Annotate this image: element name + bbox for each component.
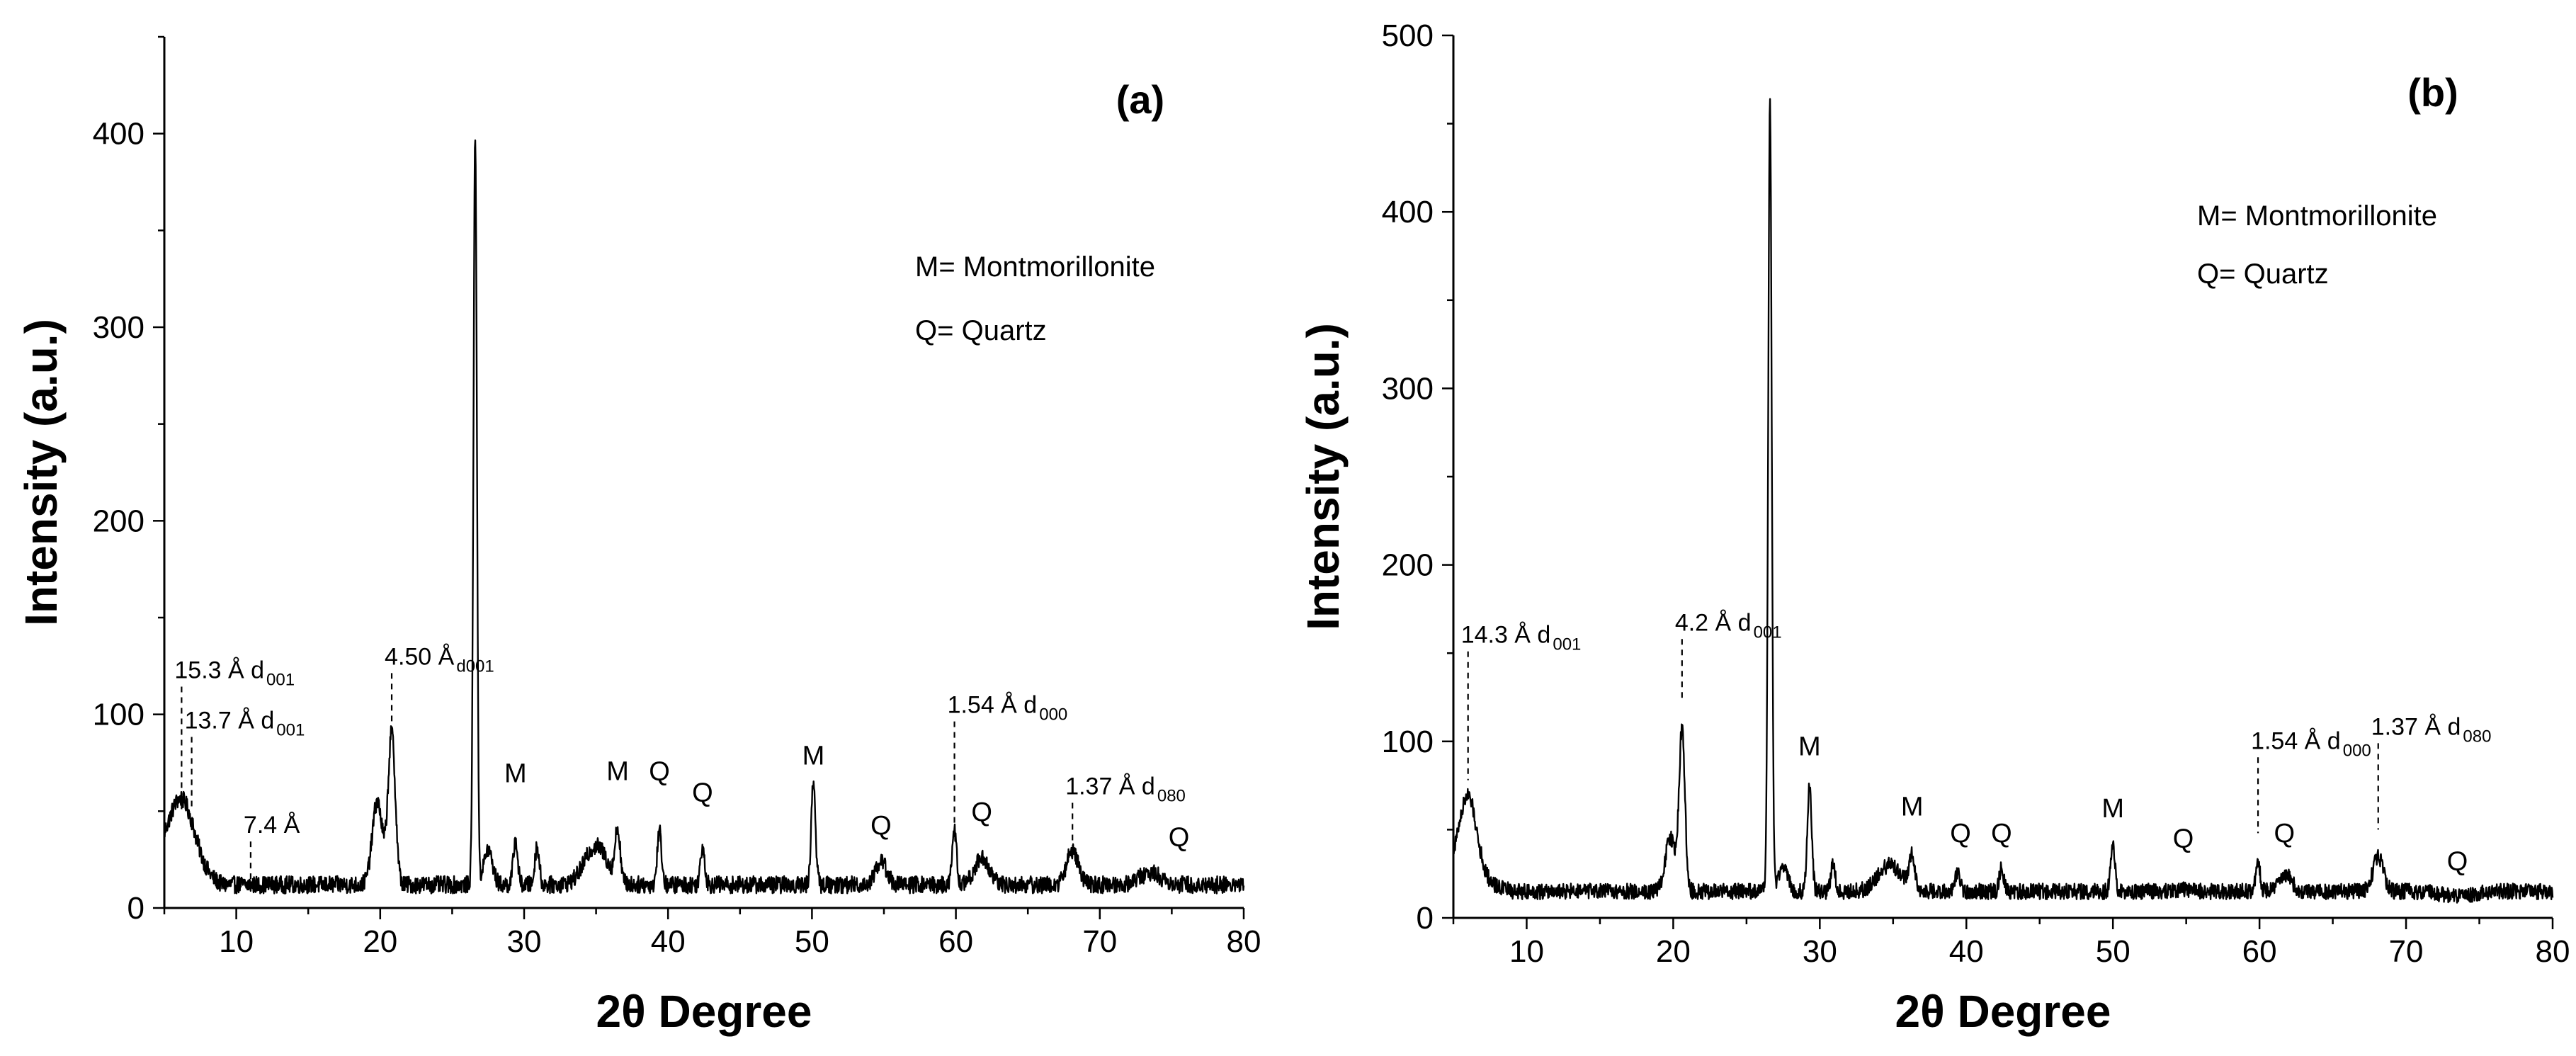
peak-annotation: 7.4 Å xyxy=(244,812,300,839)
annotation-main: 14.3 Å d xyxy=(1461,622,1551,649)
phase-label: Q xyxy=(692,778,713,808)
x-tick-label: 50 xyxy=(2096,934,2130,969)
x-tick-label: 70 xyxy=(2389,934,2424,969)
peak-annotation: 13.7 Å d 001 xyxy=(185,708,305,740)
phase-label: Q xyxy=(971,797,992,827)
phase-label: Q xyxy=(1950,819,1971,848)
y-tick-label: 200 xyxy=(1382,548,1434,583)
x-axis-title: 2θ Degree xyxy=(596,986,812,1037)
annotation-subscript: 080 xyxy=(2463,727,2491,746)
peak-annotation: 15.3 Å d 001 xyxy=(174,657,295,689)
xrd-pattern-line xyxy=(1452,98,2554,904)
annotation-main: 15.3 Å d xyxy=(174,657,264,683)
phase-label: Q xyxy=(2447,847,2468,877)
peak-annotation: 1.54 Å d 000 xyxy=(948,692,1068,725)
y-tick-label: 0 xyxy=(127,891,144,926)
phase-label: M xyxy=(606,757,629,787)
annotation-subscript: d001 xyxy=(456,657,494,676)
phase-label: M xyxy=(504,759,527,788)
y-tick-label: 400 xyxy=(93,117,144,152)
annotation-main: 7.4 Å xyxy=(244,812,300,839)
phase-label: Q xyxy=(1169,823,1190,853)
xrd-pattern-line xyxy=(163,139,1245,895)
peak-annotation: 1.37 Å d 080 xyxy=(1065,773,1186,805)
legend-entry: M= Montmorillonite xyxy=(2197,200,2437,232)
y-axis-title: Intensity (a.u.) xyxy=(1298,323,1349,630)
x-tick-label: 70 xyxy=(1082,924,1117,959)
y-axis-title: Intensity (a.u.) xyxy=(16,319,67,626)
annotation-main: 1.54 Å d xyxy=(948,692,1038,719)
annotation-main: 4.2 Å d xyxy=(1675,609,1752,636)
x-tick-label: 20 xyxy=(363,924,397,959)
y-tick-label: 100 xyxy=(1382,725,1434,759)
annotation-subscript: 001 xyxy=(276,721,305,740)
phase-label: Q xyxy=(2274,819,2296,848)
panel-a-chart: 10 20 30 40 50 60 70 80 0 100 200 300 400 2θ Degree In… xyxy=(16,35,1261,1037)
panel-label: (a) xyxy=(1116,77,1164,122)
x-tick-label: 80 xyxy=(1227,924,1261,959)
panel-label: (b) xyxy=(2407,70,2458,115)
x-tick-label: 30 xyxy=(1803,934,1837,969)
peak-annotation: 14.3 Å d 001 xyxy=(1461,622,1582,654)
legend-entry: Q= Quartz xyxy=(915,315,1047,346)
x-tick-label: 60 xyxy=(2242,934,2277,969)
phase-label: Q xyxy=(2173,824,2194,853)
annotation-subscript: 000 xyxy=(1039,705,1067,725)
legend-entry: Q= Quartz xyxy=(2197,259,2329,290)
phase-label: Q xyxy=(649,757,670,787)
y-tick-label: 300 xyxy=(93,310,144,345)
y-tick-label: 500 xyxy=(1382,18,1434,53)
x-tick-label: 10 xyxy=(219,924,254,959)
y-tick-label: 200 xyxy=(93,504,144,538)
annotation-main: 4.50 Å xyxy=(385,643,455,670)
phase-label: Q xyxy=(870,811,892,841)
x-tick-label: 40 xyxy=(651,924,686,959)
annotation-subscript: 001 xyxy=(1754,623,1782,642)
y-tick-label: 0 xyxy=(1417,901,1434,936)
x-tick-label: 40 xyxy=(1949,934,1984,969)
peak-annotation: 1.37 Å d 080 xyxy=(2371,713,2492,746)
x-tick-label: 10 xyxy=(1509,934,1544,969)
annotation-main: 1.54 Å d xyxy=(2251,727,2341,754)
x-tick-label: 20 xyxy=(1656,934,1691,969)
annotation-subscript: 001 xyxy=(266,670,295,689)
phase-label: M xyxy=(2101,794,2124,824)
y-tick-label: 400 xyxy=(1382,195,1434,229)
phase-label: M xyxy=(1798,732,1821,762)
legend-entry: M= Montmorillonite xyxy=(915,251,1155,283)
phase-label: M xyxy=(1901,792,1924,822)
y-tick-label: 300 xyxy=(1382,371,1434,406)
peak-annotation: 1.54 Å d 000 xyxy=(2251,727,2371,760)
y-tick-label: 100 xyxy=(93,698,144,732)
annotation-main: 1.37 Å d xyxy=(1065,773,1155,800)
x-axis-title: 2θ Degree xyxy=(1895,986,2111,1037)
x-tick-label: 50 xyxy=(795,924,829,959)
annotation-subscript: 000 xyxy=(2343,741,2371,760)
peak-annotation: 4.2 Å d 001 xyxy=(1675,609,1782,642)
phase-label: Q xyxy=(1991,819,2012,848)
x-tick-label: 60 xyxy=(938,924,973,959)
x-tick-label: 80 xyxy=(2536,934,2570,969)
annotation-subscript: 080 xyxy=(1157,786,1186,805)
annotation-main: 13.7 Å d xyxy=(185,708,275,734)
panel-b-chart: 10 20 30 40 50 60 70 80 0 100 200 300 400 500 2θ Degre… xyxy=(1298,18,2570,1037)
phase-label: M xyxy=(802,742,825,771)
annotation-main: 1.37 Å d xyxy=(2371,713,2461,740)
x-tick-label: 30 xyxy=(507,924,542,959)
annotation-subscript: 001 xyxy=(1553,635,1581,654)
